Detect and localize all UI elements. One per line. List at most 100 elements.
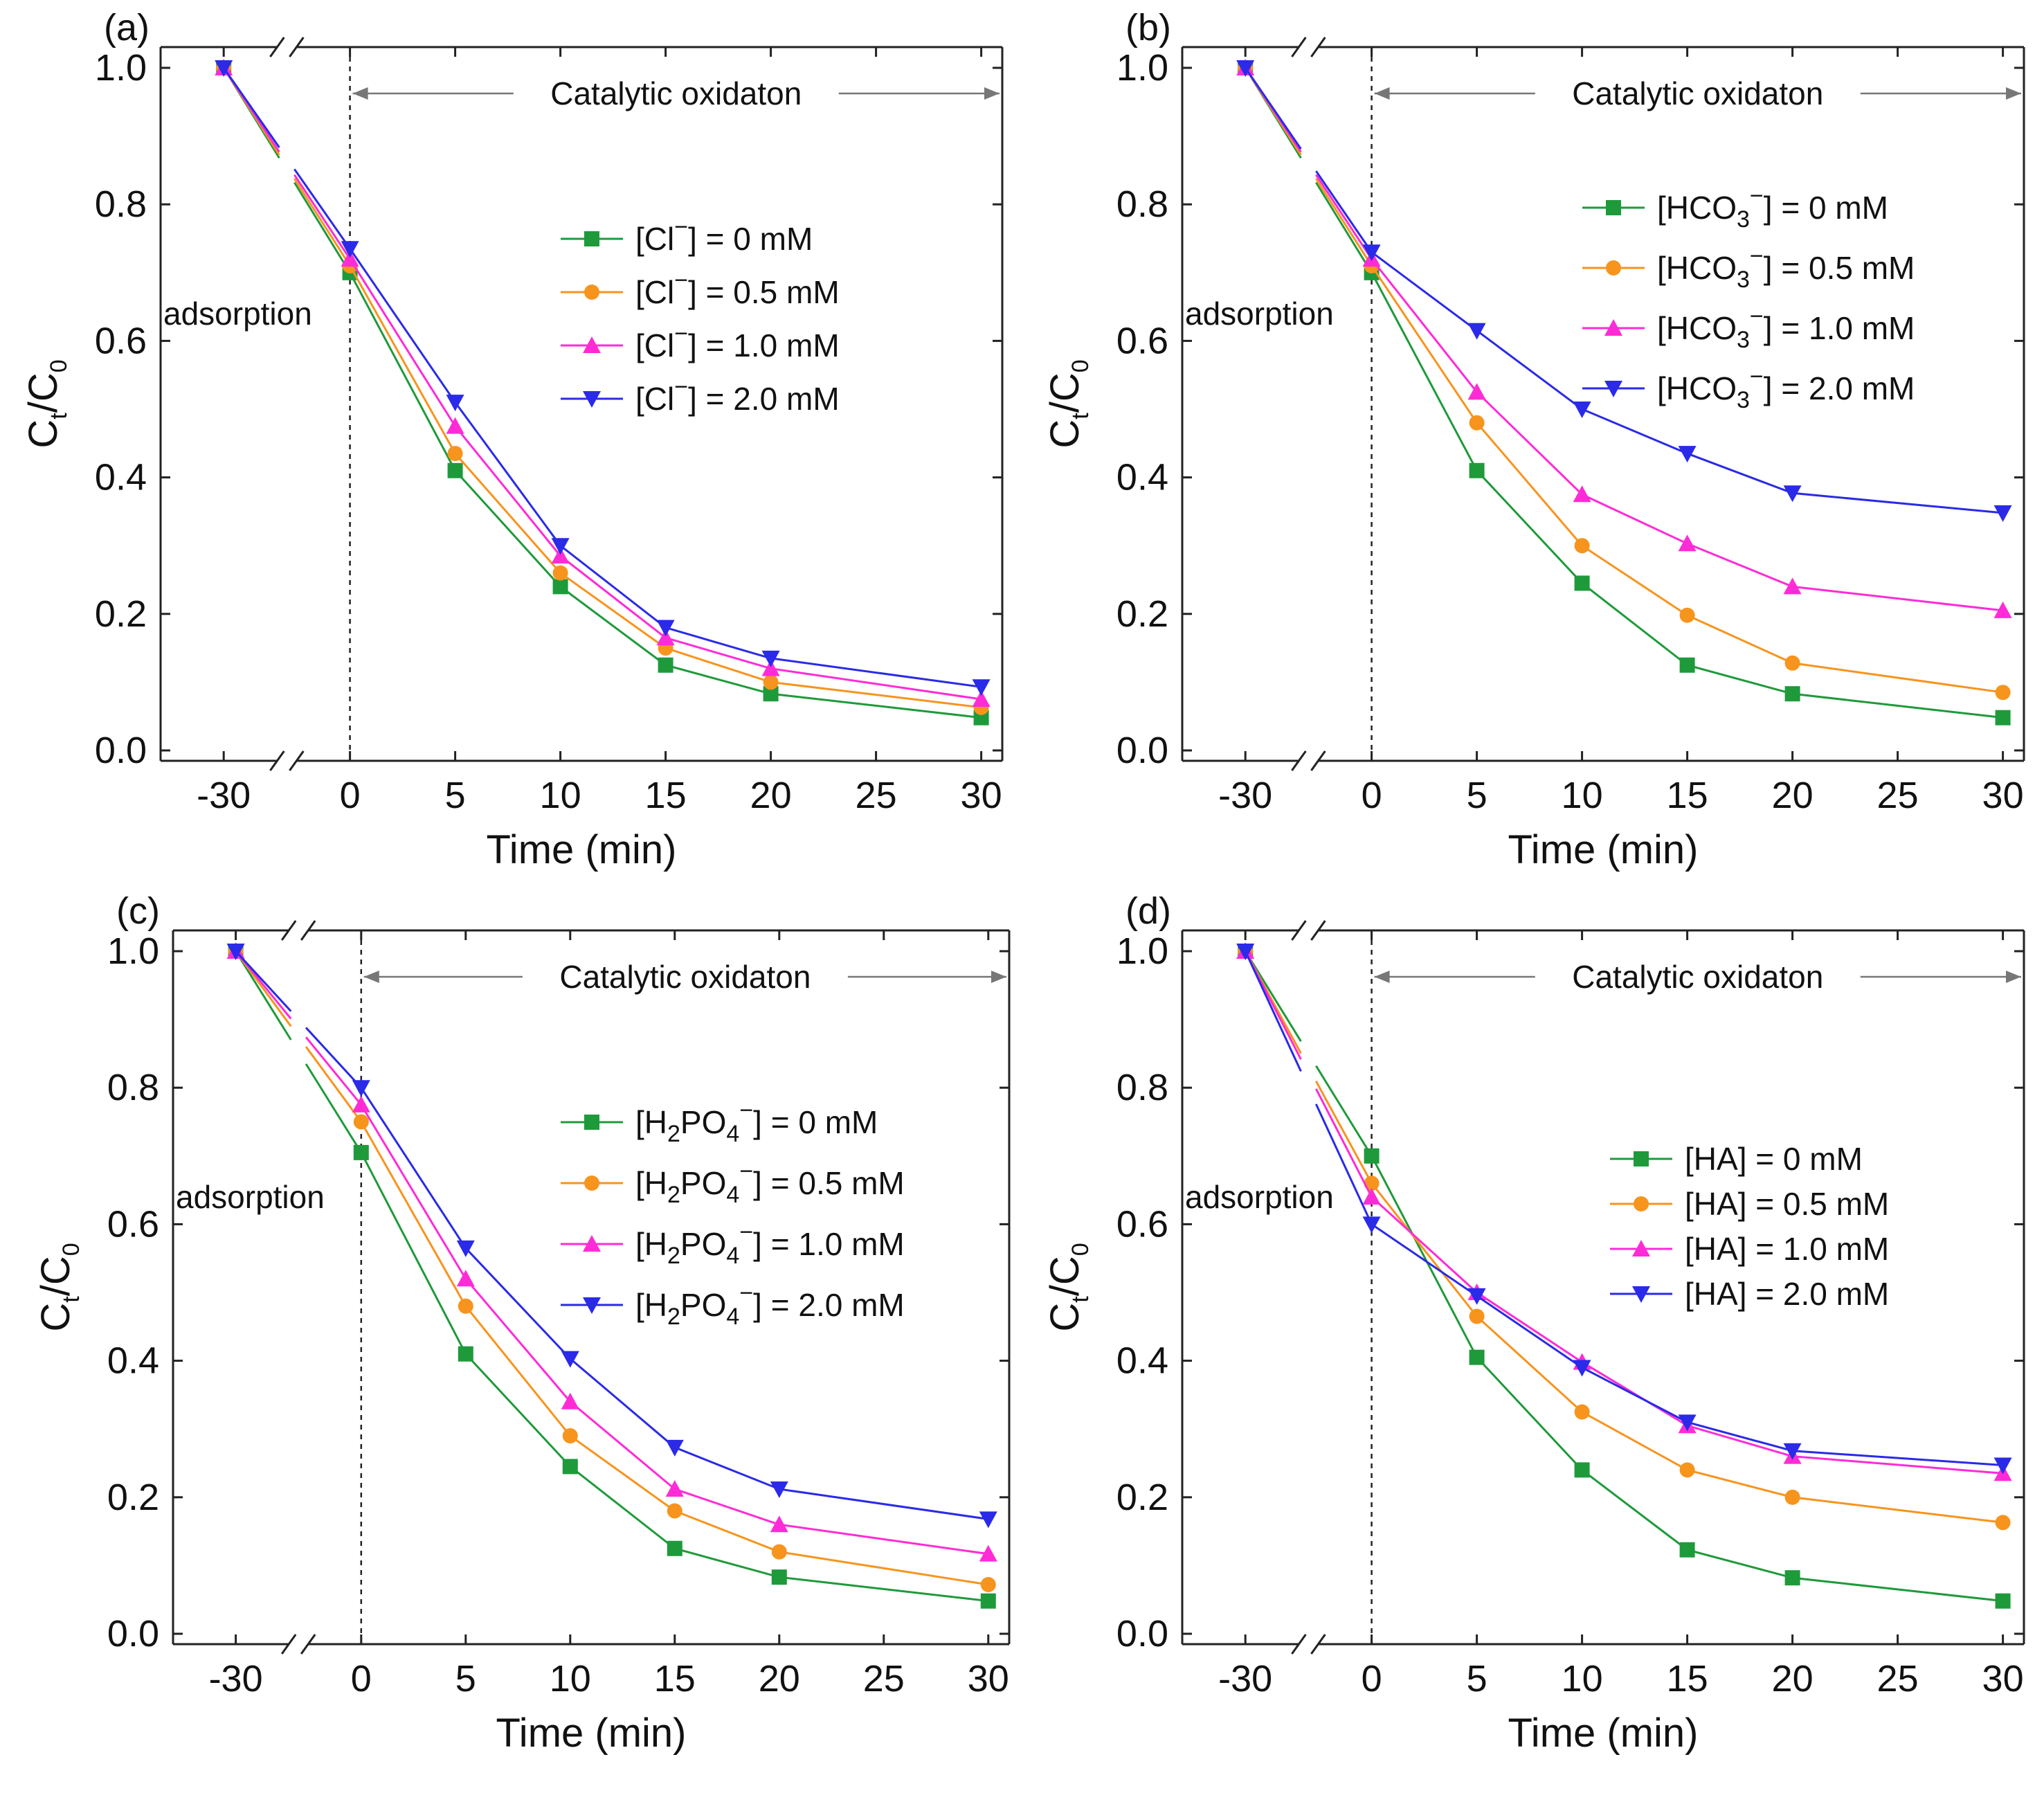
axis-break-mark-bottom: [269, 750, 285, 771]
data-point: [1362, 1187, 1381, 1205]
x-tick-label: 20: [1772, 1658, 1814, 1700]
text-span: −: [1750, 303, 1764, 330]
series-line-segment: [293, 178, 351, 267]
x-tick-label: 10: [540, 775, 581, 816]
axis-break-mark-bottom: [1310, 750, 1326, 771]
data-point: [972, 679, 991, 696]
text-span: ] = 0 mM: [753, 1104, 878, 1140]
series-1: [1238, 944, 2011, 1531]
series-line-segment: [235, 950, 292, 1012]
y-tick-label: 0.0: [95, 730, 147, 771]
data-point: [353, 1114, 369, 1130]
chart-panel-d: 0.0 0.2 0.4 0.6 0.8 1.0 -30 0 5 10 15 20 25 30 Time (m…: [1042, 890, 2025, 1756]
data-point: [1604, 381, 1622, 397]
text-span: /C: [1042, 1256, 1087, 1296]
legend-item-3: [H2PO4−] = 2.0 mM: [561, 1280, 905, 1330]
data-point: [665, 1439, 684, 1457]
text-span: ] = 1.0 mM: [753, 1226, 905, 1262]
x-tick-label: 25: [1877, 1658, 1919, 1700]
text-span: 0: [1067, 359, 1094, 372]
y-tick-label: 1.0: [107, 930, 159, 972]
series-0: [1238, 944, 2011, 1609]
data-point: [1362, 1216, 1381, 1234]
arrow-head-left: [1374, 971, 1390, 983]
data-point: [667, 1503, 682, 1519]
text-span: −: [674, 374, 688, 400]
axis-break-mark-top: [269, 37, 285, 57]
series-line: [360, 1104, 989, 1556]
data-point: [771, 1544, 787, 1560]
legend-label: [H2PO4−] = 1.0 mM: [635, 1219, 905, 1269]
series-line: [1371, 1155, 2003, 1603]
text-span: [H: [635, 1165, 667, 1201]
series-2: [215, 59, 991, 708]
text-span: [Cl: [635, 327, 674, 363]
arrow-head-right: [991, 971, 1006, 983]
text-span: −: [1750, 243, 1764, 269]
data-point: [583, 391, 601, 408]
data-point: [562, 1428, 578, 1444]
text-span: PO: [680, 1104, 726, 1140]
data-point: [583, 1297, 601, 1314]
legend-label: [HA] = 2.0 mM: [1685, 1276, 1889, 1312]
data-point: [1573, 1360, 1591, 1377]
y-tick-label: 0.8: [107, 1067, 159, 1108]
x-tick-label: 0: [1362, 775, 1382, 816]
series-2: [1236, 942, 2012, 1481]
legend-label: [HA] = 1.0 mM: [1685, 1231, 1889, 1267]
x-tick-label: -30: [1218, 775, 1272, 816]
data-point: [552, 565, 568, 581]
data-point: [215, 60, 233, 77]
series-line: [1371, 265, 2003, 694]
data-point: [1467, 383, 1486, 400]
series-0: [216, 60, 989, 726]
data-point: [1606, 200, 1621, 215]
x-tick-label: 25: [863, 1658, 905, 1700]
data-point: [656, 620, 675, 637]
text-span: −: [739, 1158, 753, 1184]
data-point: [551, 538, 570, 555]
data-point: [979, 1511, 997, 1529]
data-point: [1574, 538, 1590, 554]
data-point: [658, 657, 673, 673]
panel-label: (c): [116, 890, 160, 932]
data-point: [1784, 1489, 1800, 1505]
y-tick-label: 0.0: [107, 1613, 159, 1655]
series-line-segment: [305, 1036, 362, 1106]
y-tick-label: 0.6: [107, 1203, 159, 1245]
arrow-head-left: [352, 87, 368, 100]
text-span: ] = 0 mM: [688, 221, 813, 257]
data-point: [1634, 1151, 1649, 1166]
data-point: [352, 1080, 370, 1097]
text-span: ] = 0 mM: [1764, 190, 1888, 226]
axis-break-mark-bottom: [1310, 1634, 1326, 1655]
text-span: 0: [46, 359, 72, 372]
data-point: [561, 1392, 579, 1409]
text-span: /C: [33, 1256, 78, 1296]
arrow-head-right: [2006, 87, 2021, 100]
text-span: 4: [726, 1121, 739, 1147]
axis-break-mark-top: [1310, 920, 1326, 941]
axis-break-mark-top: [1310, 37, 1326, 57]
series-2: [226, 942, 997, 1562]
text-span: [H: [635, 1226, 667, 1262]
data-point: [761, 659, 780, 676]
data-point: [1995, 1593, 2011, 1609]
text-span: 2: [667, 1304, 680, 1330]
adsorption-label: adsorption: [163, 296, 312, 332]
arrow-head-left: [363, 971, 379, 983]
text-span: 4: [726, 1243, 739, 1269]
axis-break-mark-bottom: [300, 1634, 316, 1655]
data-point: [226, 944, 245, 960]
data-point: [1679, 657, 1695, 673]
x-tick-label: 30: [1982, 1658, 2024, 1700]
legend-label: [H2PO4−] = 2.0 mM: [635, 1280, 905, 1330]
axis-break-mark-bottom: [280, 1634, 297, 1655]
data-point: [584, 285, 599, 300]
series-line-segment: [305, 1063, 363, 1153]
text-span: 0: [58, 1243, 84, 1256]
data-point: [656, 629, 675, 646]
